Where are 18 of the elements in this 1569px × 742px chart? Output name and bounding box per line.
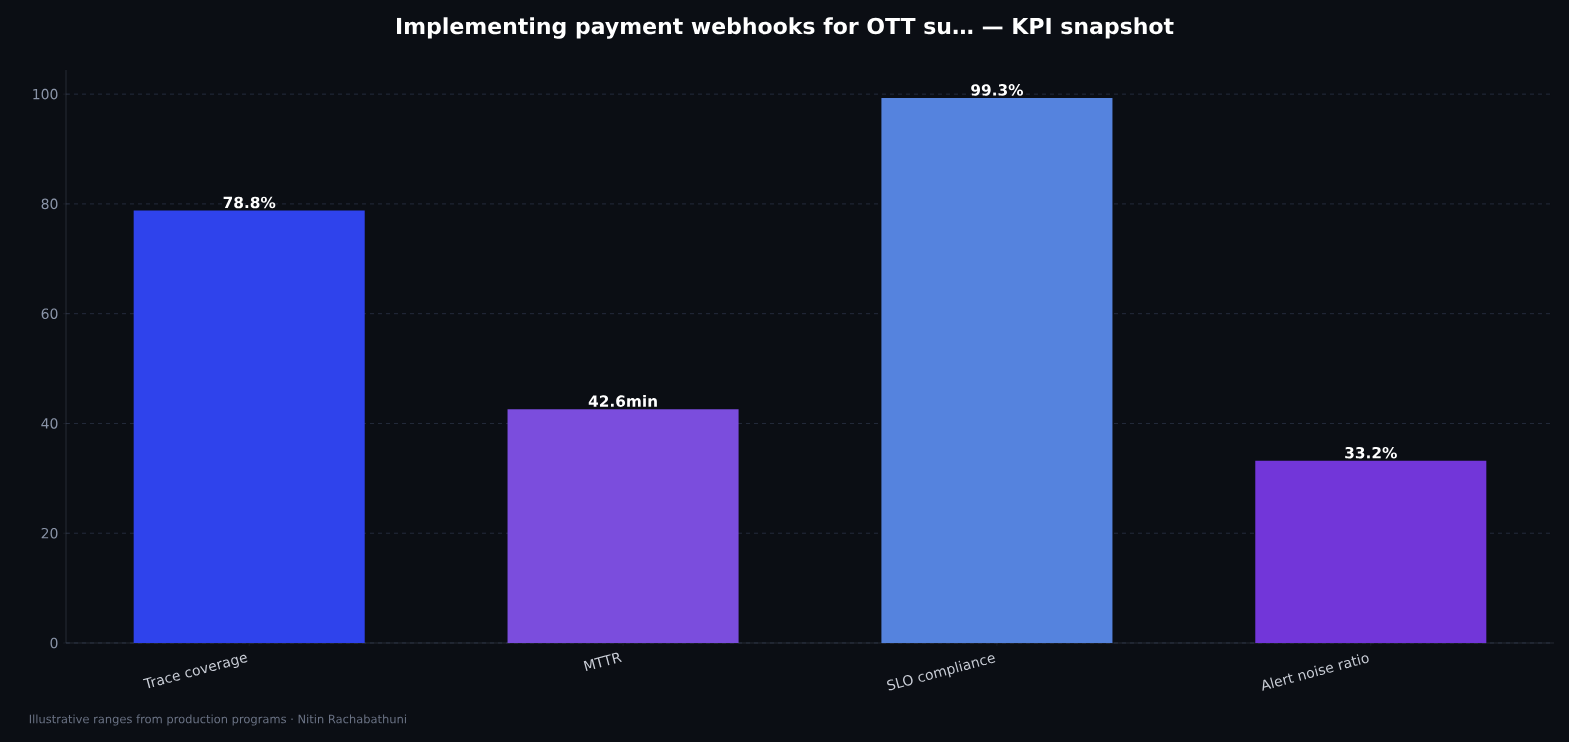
bar [881,97,1113,643]
bar [507,409,739,643]
bar [1255,460,1487,643]
data-label: 78.8% [223,196,276,209]
x-tick-label: MTTR [583,652,622,672]
y-tick-label: 60 [41,308,58,319]
bar [133,210,365,643]
data-label: 99.3% [971,84,1024,96]
chart-title: Implementing payment webhooks for OTT su… — KPI snapshot [397,17,1174,39]
y-tick-label: 20 [41,527,58,539]
x-tick-label: Alert noise ratio [1262,654,1369,691]
y-tick-label: 100 [33,88,58,100]
text: Illustrative ranges from production programs · Nitin Rachabathuni [29,714,406,726]
y-tick-label: 0 [50,637,58,649]
y-tick-label: 80 [41,198,58,210]
data-label: 33.2% [1345,446,1397,459]
y-tick-label: 40 [41,418,58,429]
data-label: 42.6min [588,395,657,407]
